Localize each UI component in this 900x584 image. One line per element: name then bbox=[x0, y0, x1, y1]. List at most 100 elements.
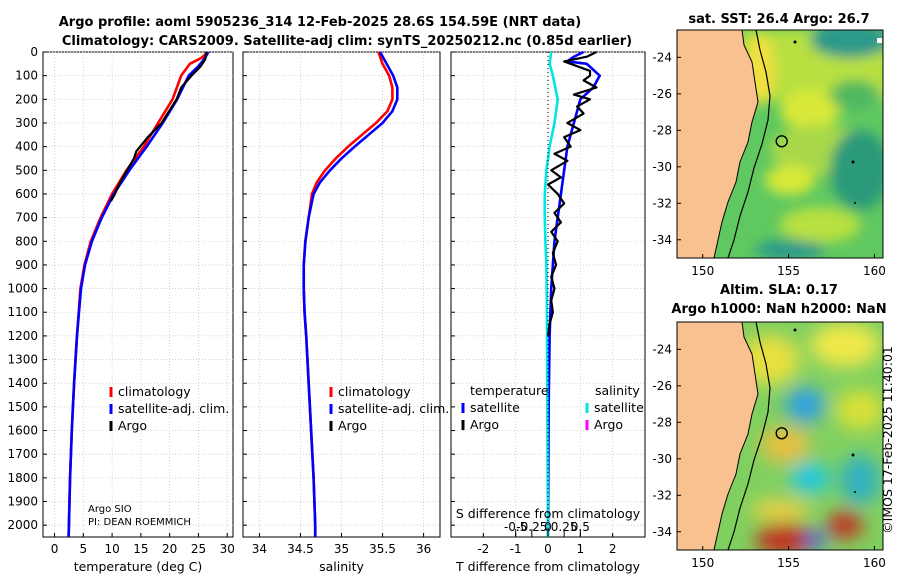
legend-label: satellite-adj. clim. bbox=[118, 401, 229, 416]
series-line bbox=[543, 51, 560, 538]
sla-map-title-1: Altim. SLA: 0.17 bbox=[720, 283, 838, 298]
sst-map-title: sat. SST: 26.4 Argo: 26.7 bbox=[688, 12, 869, 27]
y-tick-label: 1400 bbox=[7, 376, 38, 390]
map-x-tick-label: 160 bbox=[863, 264, 886, 278]
map-y-tick-label: -24 bbox=[652, 50, 672, 64]
x-tick-label: 15 bbox=[133, 542, 148, 556]
temperature-panel: 0100200300400500600700800900100011001200… bbox=[7, 45, 234, 574]
legend-label: satellite bbox=[594, 400, 644, 415]
y-tick-label: 2000 bbox=[7, 518, 38, 532]
map-y-tick-label: -32 bbox=[652, 488, 672, 502]
map-y-tick-label: -24 bbox=[652, 342, 672, 356]
legend-label: Argo bbox=[470, 417, 499, 432]
map-y-tick-label: -34 bbox=[652, 233, 672, 247]
y-tick-label: 500 bbox=[15, 163, 38, 177]
x-tick-label: 25 bbox=[191, 542, 206, 556]
map-x-tick-label: 160 bbox=[863, 556, 886, 570]
x-tick-label: 34 bbox=[252, 542, 267, 556]
y-tick-label: 1800 bbox=[7, 471, 38, 485]
x-tick-label: -1 bbox=[510, 542, 522, 556]
island-marker bbox=[851, 160, 855, 164]
map-y-tick-label: -28 bbox=[652, 123, 672, 137]
y-tick-label: 300 bbox=[15, 116, 38, 130]
x-tick-label: 35.5 bbox=[369, 542, 396, 556]
y-tick-label: 1200 bbox=[7, 329, 38, 343]
x-tick-label: -2 bbox=[477, 542, 489, 556]
sla-map bbox=[677, 322, 883, 550]
float-position-marker bbox=[775, 135, 788, 148]
x-tick-label: 34.5 bbox=[287, 542, 314, 556]
x-tick-label: 1 bbox=[577, 542, 585, 556]
y-tick-label: 1000 bbox=[7, 282, 38, 296]
s-axis-label: S difference from climatology bbox=[456, 506, 641, 521]
imos-watermark: ©IMOS 17-Feb-2025 11:40:01 bbox=[880, 346, 895, 534]
x-tick-label: 35 bbox=[334, 542, 349, 556]
series-line bbox=[302, 51, 399, 537]
series-line bbox=[67, 51, 210, 538]
y-tick-label: 100 bbox=[15, 69, 38, 83]
y-tick-label: 1100 bbox=[7, 305, 38, 319]
map-x-tick-label: 150 bbox=[691, 556, 714, 570]
x-axis-label: T difference from climatology bbox=[455, 559, 641, 574]
y-tick-label: 1700 bbox=[7, 447, 38, 461]
island-marker bbox=[854, 202, 856, 204]
x-tick-label: 30 bbox=[220, 542, 235, 556]
island-marker bbox=[793, 40, 797, 44]
island-marker bbox=[793, 328, 797, 332]
x-tick-label: 0 bbox=[51, 542, 59, 556]
x-tick-label: 5 bbox=[79, 542, 87, 556]
x-tick-label: 20 bbox=[162, 542, 177, 556]
y-tick-label: 900 bbox=[15, 258, 38, 272]
s-x-tick-label: -0.5 bbox=[504, 520, 527, 534]
y-tick-label: 800 bbox=[15, 234, 38, 248]
series-line bbox=[546, 50, 602, 538]
x-tick-label: 36 bbox=[416, 542, 431, 556]
land-mask-australia bbox=[677, 30, 758, 258]
s-x-tick-label: 0 bbox=[544, 520, 552, 534]
legend-heading-salinity: salinity bbox=[595, 383, 640, 398]
legend-label: satellite-adj. clim. bbox=[338, 401, 449, 416]
y-tick-label: 0 bbox=[30, 45, 38, 59]
map-y-tick-label: -34 bbox=[652, 525, 672, 539]
sla-map-title-2: Argo h1000: NaN h2000: NaN bbox=[671, 302, 886, 317]
map-y-tick-label: -26 bbox=[652, 379, 672, 393]
credit-owner: Argo SIO bbox=[88, 504, 132, 515]
y-tick-label: 600 bbox=[15, 187, 38, 201]
map-y-tick-label: -28 bbox=[652, 415, 672, 429]
x-axis-label: salinity bbox=[319, 559, 364, 574]
x-tick-label: 2 bbox=[609, 542, 617, 556]
y-tick-label: 700 bbox=[15, 211, 38, 225]
legend-label: satellite bbox=[470, 400, 520, 415]
legend-label: Argo bbox=[338, 418, 367, 433]
coastline bbox=[713, 30, 759, 258]
land-mask-australia bbox=[677, 322, 758, 550]
map-x-tick-label: 155 bbox=[777, 264, 800, 278]
legend-label: climatology bbox=[338, 384, 411, 399]
map-x-tick-label: 150 bbox=[691, 264, 714, 278]
legend-label: Argo bbox=[594, 417, 623, 432]
map-y-tick-label: -30 bbox=[652, 160, 672, 174]
credit-pi: PI: DEAN ROEMMICH bbox=[88, 517, 191, 528]
map-y-tick-label: -30 bbox=[652, 452, 672, 466]
y-tick-label: 1600 bbox=[7, 424, 38, 438]
x-tick-label: 10 bbox=[104, 542, 119, 556]
salinity-panel: 34 34.5 35 35.5 36 salinity climatology satelli… bbox=[242, 51, 449, 574]
sla-field bbox=[740, 323, 883, 550]
title-line-2: Climatology: CARS2009. Satellite-adj cli… bbox=[62, 34, 632, 49]
x-tick-label: 0 bbox=[544, 542, 552, 556]
float-position-marker bbox=[775, 427, 788, 440]
sst-map bbox=[677, 30, 883, 258]
legend-label: Argo bbox=[118, 418, 147, 433]
plot-area bbox=[242, 51, 441, 538]
y-tick-label: 400 bbox=[15, 140, 38, 154]
island-marker bbox=[851, 453, 855, 457]
map-y-tick-label: -26 bbox=[652, 87, 672, 101]
coastline bbox=[713, 322, 759, 550]
title-line-1: Argo profile: aoml 5905236_314 12-Feb-20… bbox=[59, 15, 581, 30]
island-marker bbox=[854, 491, 856, 493]
no-data-pixel bbox=[877, 38, 882, 43]
y-tick-label: 1500 bbox=[7, 400, 38, 414]
map-frame bbox=[676, 29, 884, 259]
